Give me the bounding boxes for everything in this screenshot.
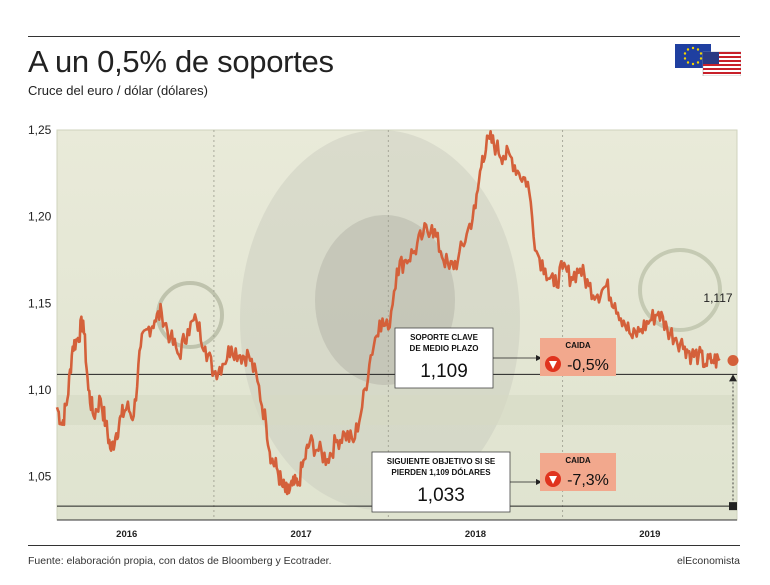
- us-flag-icon: [702, 51, 741, 76]
- x-tick-label: 2017: [291, 529, 312, 540]
- y-tick-label: 1,05: [28, 470, 52, 484]
- drop-badge-value: -0,5%: [567, 357, 609, 374]
- callout-value: 1,109: [420, 361, 468, 382]
- footer-rule: [28, 545, 740, 546]
- flags-icon-group: [675, 44, 741, 76]
- callout-label-line1: SOPORTE CLAVE: [410, 333, 479, 342]
- callout-value: 1,033: [417, 485, 465, 506]
- callout-arrow-icon: [536, 355, 542, 361]
- callout-label-line2: PIERDEN 1,109 DÓLARES: [391, 468, 491, 477]
- drop-range-end-marker: [729, 502, 737, 511]
- down-arrow-glyph: [549, 476, 557, 484]
- down-arrow-glyph: [549, 361, 557, 369]
- eurusd-series-line: [55, 130, 721, 496]
- drop-badge-label: CAIDA: [565, 456, 591, 465]
- x-tick-label: 2019: [639, 529, 660, 540]
- y-tick-label: 1,25: [28, 123, 52, 137]
- last-value-label: 1,117: [703, 291, 732, 305]
- top-rule: [28, 36, 740, 37]
- last-value-marker: [727, 355, 739, 367]
- source-note: Fuente: elaboración propia, con datos de…: [28, 555, 332, 567]
- callout-box: [394, 327, 494, 389]
- y-tick-label: 1,15: [28, 296, 52, 310]
- x-tick-label: 2018: [465, 529, 486, 540]
- drop-badge-label: CAIDA: [565, 341, 591, 350]
- x-tick-label: 2016: [116, 529, 137, 540]
- chart-subtitle: Cruce del euro / dólar (dólares): [28, 83, 208, 98]
- y-tick-label: 1,20: [28, 210, 52, 224]
- drop-range-up-arrow-icon: [729, 374, 737, 382]
- y-tick-label: 1,10: [28, 383, 52, 397]
- callout-label-line1: SIGUIENTE OBJETIVO SI SE: [387, 457, 496, 466]
- chart-title: A un 0,5% de soportes: [28, 44, 334, 79]
- callout-box: [371, 451, 511, 513]
- drop-badge-value: -7,3%: [567, 472, 609, 489]
- brand-label: elEconomista: [676, 555, 740, 567]
- callout-arrow-icon: [536, 479, 542, 485]
- callout-label-line2: DE MEDIO PLAZO: [410, 344, 479, 353]
